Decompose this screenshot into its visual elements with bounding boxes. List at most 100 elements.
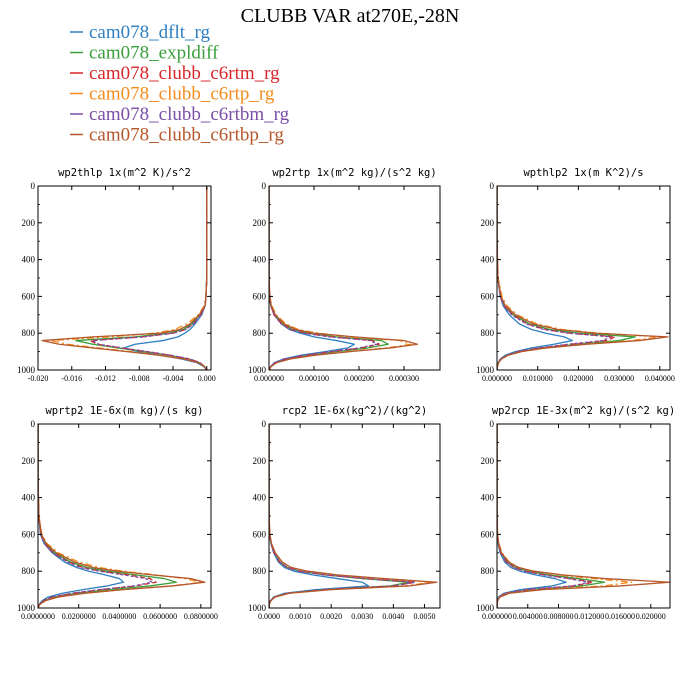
plot-frame bbox=[37, 185, 212, 371]
series-group bbox=[269, 424, 438, 608]
legend-label: cam078_clubb_c6rtbm_rg bbox=[89, 104, 290, 125]
x-tick-label: -0.016 bbox=[61, 374, 82, 383]
y-tick-label: 800 bbox=[253, 328, 267, 338]
y-tick-label: 400 bbox=[253, 255, 267, 265]
series-line bbox=[38, 424, 178, 608]
y-tick-label: 200 bbox=[253, 456, 267, 466]
y-tick-label: 0 bbox=[262, 181, 267, 191]
x-tick-label: 0.0600000 bbox=[143, 612, 177, 621]
legend: cam078_dflt_rgcam078_expldiffcam078_club… bbox=[70, 22, 290, 146]
series-line bbox=[269, 424, 370, 608]
x-tick-label: 0.004000 bbox=[513, 612, 543, 621]
panel-2: wp2rtp 1x(m^2 kg)/(s^2 kg) 0 200 400 600 800 1… bbox=[248, 167, 441, 383]
x-tick-label: 0.012000 bbox=[574, 612, 604, 621]
y-tick-label: 800 bbox=[481, 328, 495, 338]
series-group bbox=[41, 186, 208, 370]
y-tick-label: 200 bbox=[481, 218, 495, 228]
x-tick-label: 0.0400000 bbox=[102, 612, 136, 621]
legend-entry: cam078_clubb_c6rtbp_rg bbox=[70, 125, 284, 146]
y-tick-label: 800 bbox=[253, 566, 267, 576]
y-tick-label: 800 bbox=[22, 566, 36, 576]
y-tick-label: 400 bbox=[481, 255, 495, 265]
panels: wp2thlp 1x(m^2 K)/s^202004006008001000-0… bbox=[17, 167, 675, 621]
series-line bbox=[497, 424, 633, 608]
y-tick-label: 600 bbox=[481, 291, 495, 301]
series-line bbox=[269, 186, 380, 370]
x-tick-label: 0.000200 bbox=[344, 374, 374, 383]
y-tick-label: 600 bbox=[22, 529, 36, 539]
legend-label: cam078_clubb_c6rtp_rg bbox=[89, 84, 275, 105]
series-line bbox=[38, 424, 153, 608]
x-tick-label: 0.016000 bbox=[605, 612, 635, 621]
panel-1: wp2thlp 1x(m^2 K)/s^202004006008001000-0… bbox=[17, 167, 216, 383]
x-tick-label: 0.040000 bbox=[645, 374, 675, 383]
legend-label: cam078_clubb_c6rtbp_rg bbox=[89, 125, 284, 146]
y-tick-label: 200 bbox=[22, 218, 36, 228]
y-tick-label: 600 bbox=[253, 529, 267, 539]
y-tick-label: 0 bbox=[490, 181, 495, 191]
legend-entry: cam078_clubb_c6rtbm_rg bbox=[70, 104, 290, 125]
series-group bbox=[497, 186, 669, 370]
series-line bbox=[497, 424, 567, 608]
plot-frame bbox=[268, 185, 441, 371]
y-tick-label: 0 bbox=[31, 181, 36, 191]
panel-title: wpthlp2 1x(m K^2)/s bbox=[523, 167, 643, 179]
legend-entry: cam078_dflt_rg bbox=[70, 22, 211, 43]
y-tick-label: 800 bbox=[22, 328, 36, 338]
legend-label: cam078_clubb_c6rtm_rg bbox=[89, 63, 280, 84]
x-tick-label: 0.0000 bbox=[258, 612, 280, 621]
x-tick-label: 0.008000 bbox=[544, 612, 574, 621]
series-line bbox=[50, 186, 208, 370]
panel-5: rcp2 1E-6x(kg^2)/(kg^2) 0 200 400 600 800 1000… bbox=[248, 405, 441, 621]
legend-entry: cam078_clubb_c6rtp_rg bbox=[70, 84, 275, 105]
x-tick-label: 0.0040 bbox=[382, 612, 404, 621]
y-tick-label: 0 bbox=[490, 419, 495, 429]
series-line bbox=[38, 424, 157, 608]
x-tick-label: 0.000000 bbox=[482, 612, 512, 621]
x-tick-label: 0.020000 bbox=[563, 374, 593, 383]
x-tick-label: -0.004 bbox=[163, 374, 184, 383]
series-group bbox=[497, 424, 670, 608]
y-tick-label: 0 bbox=[31, 419, 36, 429]
series-line bbox=[497, 186, 573, 370]
x-tick-label: 0.0200000 bbox=[62, 612, 96, 621]
x-tick-label: 0.000000 bbox=[254, 374, 284, 383]
y-tick-label: 600 bbox=[253, 291, 267, 301]
panel-6: wp2rcp 1E-3x(m^2 kg)/(s^2 kg) 0 200 400 600 8… bbox=[476, 405, 675, 621]
y-tick-label: 1000 bbox=[17, 365, 36, 375]
y-tick-label: 1000 bbox=[248, 365, 267, 375]
x-tick-label: 0.000000 bbox=[482, 374, 512, 383]
legend-label: cam078_expldiff bbox=[89, 43, 219, 64]
figure-title: CLUBB VAR at270E,-28N bbox=[241, 5, 460, 27]
x-tick-label: -0.020 bbox=[28, 374, 49, 383]
legend-entry: cam078_expldiff bbox=[70, 43, 219, 64]
x-tick-label: 0.000100 bbox=[299, 374, 329, 383]
y-tick-label: 400 bbox=[22, 255, 36, 265]
series-line bbox=[38, 424, 125, 608]
plot-frame bbox=[37, 423, 212, 609]
y-tick-label: 600 bbox=[481, 529, 495, 539]
y-tick-label: 1000 bbox=[476, 603, 495, 613]
series-line bbox=[269, 186, 389, 370]
y-tick-label: 1000 bbox=[476, 365, 495, 375]
series-line bbox=[38, 424, 202, 608]
series-line bbox=[497, 186, 661, 370]
x-tick-label: -0.008 bbox=[129, 374, 150, 383]
panel-title: wprtp2 1E-6x(m kg)/(s kg) bbox=[45, 405, 203, 417]
x-tick-label: 0.0050 bbox=[413, 612, 435, 621]
y-tick-label: 0 bbox=[262, 419, 267, 429]
series-line bbox=[269, 186, 412, 370]
x-tick-label: -0.012 bbox=[95, 374, 116, 383]
y-tick-label: 1000 bbox=[248, 603, 267, 613]
x-tick-label: 0.010000 bbox=[523, 374, 553, 383]
series-group bbox=[38, 424, 206, 608]
panel-title: wp2rtp 1x(m^2 kg)/(s^2 kg) bbox=[272, 167, 436, 179]
y-tick-label: 600 bbox=[22, 291, 36, 301]
y-tick-label: 200 bbox=[253, 218, 267, 228]
series-line bbox=[269, 424, 416, 608]
x-tick-label: 0.030000 bbox=[604, 374, 634, 383]
x-tick-label: 0.000300 bbox=[389, 374, 419, 383]
legend-entry: cam078_clubb_c6rtm_rg bbox=[70, 63, 280, 84]
panel-title: rcp2 1E-6x(kg^2)/(kg^2) bbox=[282, 405, 427, 417]
